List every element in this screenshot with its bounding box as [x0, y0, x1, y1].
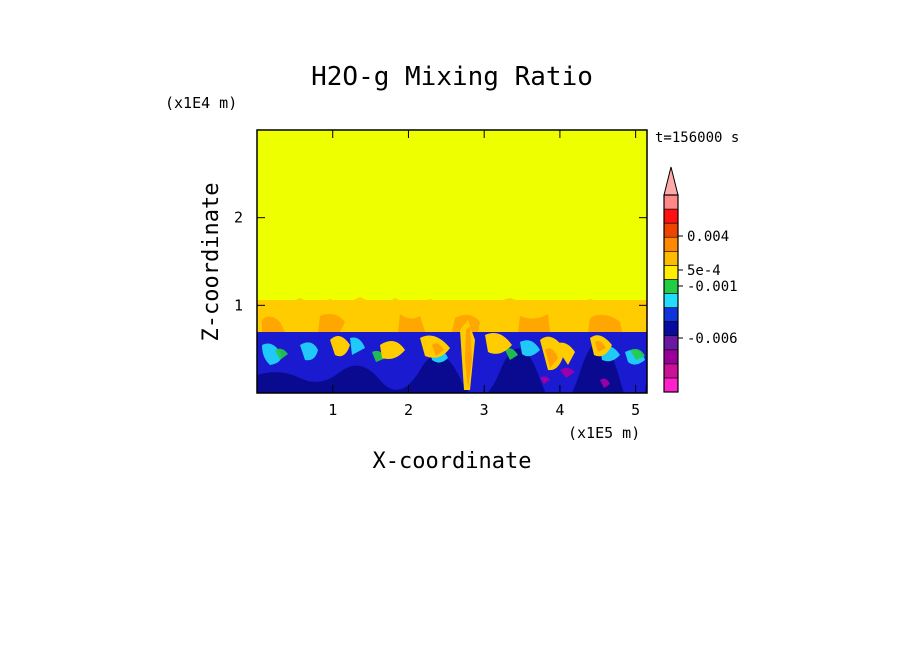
colorbar-swatch: [663, 307, 679, 322]
y-tick-label: 1: [234, 296, 243, 314]
y-axis-label: Z-coordinate: [199, 183, 224, 342]
plot-area: [257, 130, 647, 393]
upper-layer: [257, 130, 647, 310]
time-label: t=156000 s: [655, 130, 739, 146]
colorbar-swatch: [663, 208, 679, 224]
bottom-specks: [540, 367, 610, 388]
chart-title: H2O-g Mixing Ratio: [311, 62, 593, 92]
colorbar-label: 5e-4: [687, 263, 721, 279]
transition-bumps: [257, 297, 647, 320]
y-scale-label: (x1E4 m): [165, 94, 237, 112]
colorbar-swatch: [663, 349, 679, 365]
x-axis-ticks: 1 2 3 4 5: [328, 130, 640, 419]
colorbar-swatch: [663, 377, 679, 393]
x-tick-label: 2: [404, 401, 413, 419]
colorbar-frame: [663, 194, 679, 393]
colorbar-swatch: [663, 265, 679, 280]
x-tick-label: 5: [631, 401, 640, 419]
colorbar-extend-arrow: [663, 166, 679, 196]
x-tick-label: 4: [555, 401, 564, 419]
colorbar-label: -0.006: [687, 331, 738, 347]
cyan-wisps: [262, 337, 645, 365]
colorbar: 0.004 5e-4-0.001 -0.006: [663, 166, 738, 393]
x-scale-label: (x1E5 m): [568, 424, 640, 442]
x-tick-label: 3: [480, 401, 489, 419]
colorbar-swatch: [663, 293, 679, 308]
colorbar-swatch: [663, 335, 679, 351]
colorbar-label: -0.001: [687, 279, 738, 295]
colorbar-swatch: [663, 222, 679, 238]
y-tick-label: 2: [234, 209, 243, 227]
transition-streaks: [262, 314, 622, 332]
colorbar-swatch: [663, 194, 679, 210]
x-tick-label: 1: [328, 401, 337, 419]
colorbar-swatch: [663, 250, 679, 266]
colorbar-swatch: [663, 236, 679, 252]
colorbar-swatch: [663, 321, 679, 337]
colorbar-swatch: [663, 363, 679, 379]
plot-frame: [256, 129, 648, 394]
y-axis-ticks: 12: [234, 209, 647, 314]
x-axis-label: X-coordinate: [373, 449, 532, 474]
lower-dark-band: [257, 341, 647, 393]
colorbar-swatch: [663, 279, 679, 294]
plume-cores: [432, 326, 606, 388]
colorbar-label: 0.004: [687, 229, 729, 245]
